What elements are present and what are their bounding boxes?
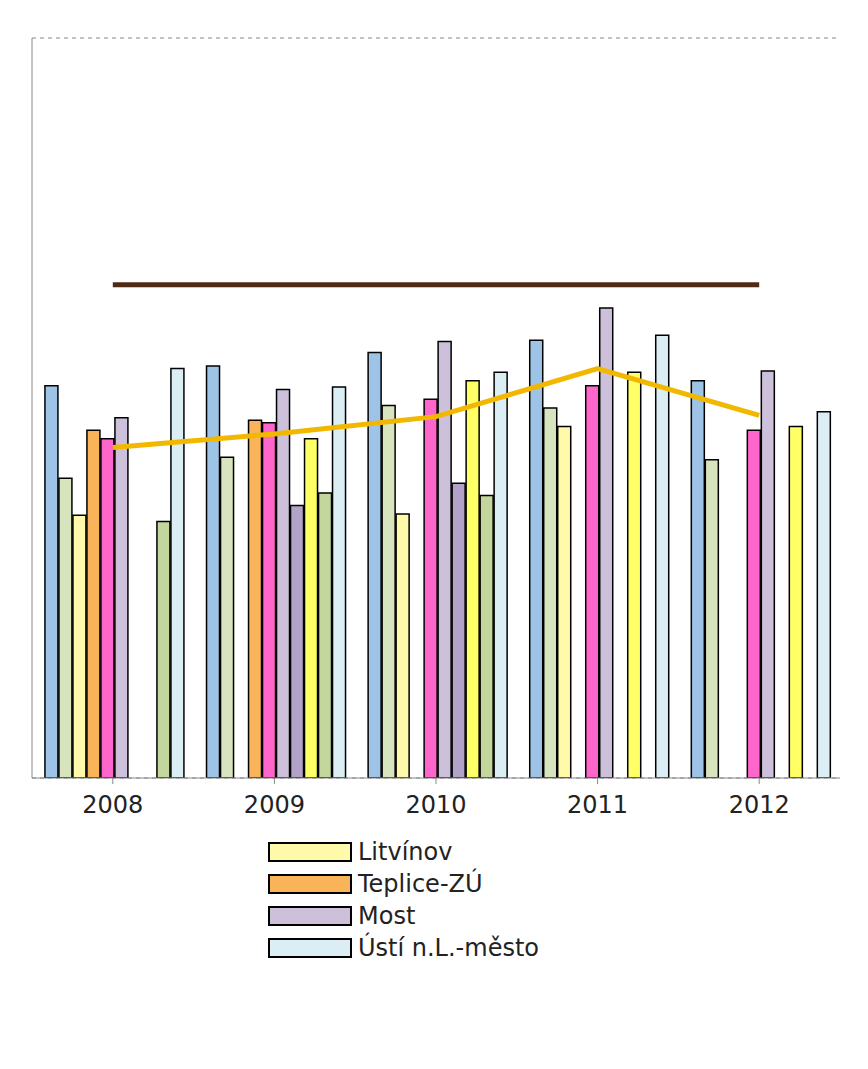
svg-text:2011: 2011 (567, 791, 628, 819)
html-text:Ústí n.L.-město: Ústí n.L.-město (358, 934, 539, 962)
html-text:Teplice-ZÚ: Teplice-ZÚ (358, 870, 483, 898)
svg-text:2009: 2009 (244, 791, 305, 819)
svg-text:2010: 2010 (405, 791, 466, 819)
html-text:Litvínov: Litvínov (358, 838, 453, 866)
svg-text:2012: 2012 (729, 791, 790, 819)
svg-text:2008: 2008 (82, 791, 143, 819)
html-text:Most: Most (358, 902, 416, 930)
